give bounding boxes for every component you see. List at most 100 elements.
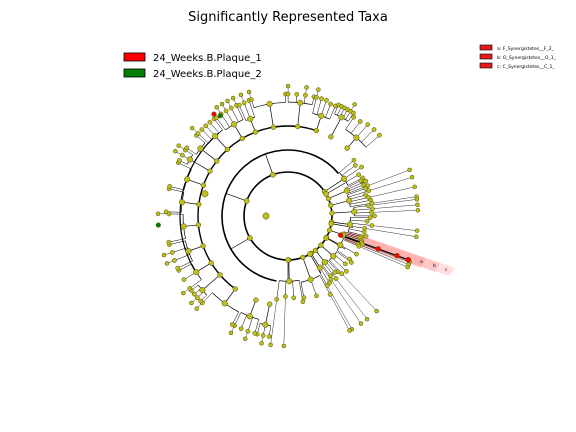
tree-node <box>268 342 273 348</box>
tree-node <box>337 241 344 249</box>
branch-line <box>372 204 418 209</box>
branch-line <box>327 259 339 272</box>
tree-node <box>187 285 193 291</box>
branch-line <box>331 257 347 272</box>
tree-node <box>172 258 177 263</box>
tree-node <box>243 336 248 342</box>
tree-node <box>365 122 371 127</box>
branch-line <box>350 222 372 226</box>
tree-node <box>340 175 348 182</box>
tree-node <box>301 295 307 300</box>
clade-legend-swatch-a <box>479 44 493 51</box>
tree-node <box>186 156 193 163</box>
branch-line <box>343 166 362 179</box>
branch-line <box>283 296 286 346</box>
tree-node <box>367 215 373 220</box>
tree-node <box>351 110 356 116</box>
branch-line <box>172 247 188 253</box>
tree-node <box>238 92 244 98</box>
tree-node <box>371 127 377 132</box>
tree-node <box>285 257 291 263</box>
branch-line <box>340 244 357 255</box>
tree-node <box>300 299 306 305</box>
tree-node <box>357 119 363 124</box>
tree-node <box>318 242 324 248</box>
tree-node <box>246 313 253 320</box>
branch-line <box>270 299 277 345</box>
tree-node <box>283 294 288 299</box>
tree-node <box>329 210 335 216</box>
tree-node <box>239 135 245 142</box>
branch-line <box>371 225 418 231</box>
branch-line <box>358 246 408 268</box>
branch-line <box>347 184 364 192</box>
branch-line <box>353 205 369 208</box>
branch-line <box>345 117 354 130</box>
highlight-letter-b: b <box>433 263 436 269</box>
branch-line <box>202 274 221 291</box>
tree-node <box>185 248 192 255</box>
branch-line <box>236 105 244 120</box>
tree-node <box>179 152 185 158</box>
tree-node <box>328 202 334 208</box>
tree-node <box>351 208 358 215</box>
branch-line <box>362 243 410 263</box>
tree-node <box>409 174 415 180</box>
tree-node <box>295 123 301 130</box>
branch-line <box>371 196 417 204</box>
tree-node <box>354 251 359 257</box>
tree-node <box>194 306 199 311</box>
tree-node <box>169 250 175 255</box>
tree-node <box>414 234 419 239</box>
tree-node <box>199 287 206 294</box>
tree-node <box>363 178 369 184</box>
tree-node <box>184 176 191 183</box>
tree-node <box>253 297 259 303</box>
tree-node <box>225 98 230 104</box>
tree-node <box>259 341 264 346</box>
branch-line <box>168 238 186 243</box>
tree-node <box>415 202 420 208</box>
tree-node <box>319 96 324 102</box>
branch-line <box>178 263 192 271</box>
tree-node <box>191 291 197 297</box>
tree-node <box>356 243 362 249</box>
branch-line <box>341 237 359 245</box>
tree-node <box>415 208 421 213</box>
legend-label-plaque-1: 24_Weeks.B.Plaque_1 <box>153 53 262 64</box>
tree-node <box>405 256 412 263</box>
branch-line <box>354 212 372 214</box>
clade-legend-label-b: b: O_Synergistetes__O_1_ <box>497 55 557 61</box>
tree-node <box>324 283 330 288</box>
tree-node <box>352 102 357 107</box>
branch-line <box>265 153 274 175</box>
tree-node <box>349 260 354 265</box>
branch-line <box>343 232 361 239</box>
branch-line <box>177 260 193 269</box>
tree-node <box>217 113 223 119</box>
tree-node <box>155 222 161 228</box>
tree-node <box>324 97 329 103</box>
tree-node <box>181 277 187 282</box>
tree-node <box>338 114 345 121</box>
tree-node <box>200 243 206 249</box>
branch-line <box>169 240 186 245</box>
tree-node <box>161 252 167 258</box>
tree-node <box>333 276 339 281</box>
branch-line <box>345 174 359 183</box>
cladogram-nodes <box>155 83 421 349</box>
tree-node <box>214 115 219 121</box>
branch-line <box>330 200 350 206</box>
tree-node <box>193 269 200 276</box>
tree-node <box>369 223 375 228</box>
tree-node <box>300 254 306 261</box>
tree-node <box>352 163 358 168</box>
tree-node <box>414 228 420 233</box>
tree-node <box>274 297 280 302</box>
clade-legend-swatch-c <box>479 62 493 69</box>
branch-line <box>341 165 356 176</box>
branch-line <box>297 102 301 127</box>
tree-node <box>246 89 252 95</box>
tree-node <box>281 343 287 349</box>
tree-node <box>252 129 259 135</box>
